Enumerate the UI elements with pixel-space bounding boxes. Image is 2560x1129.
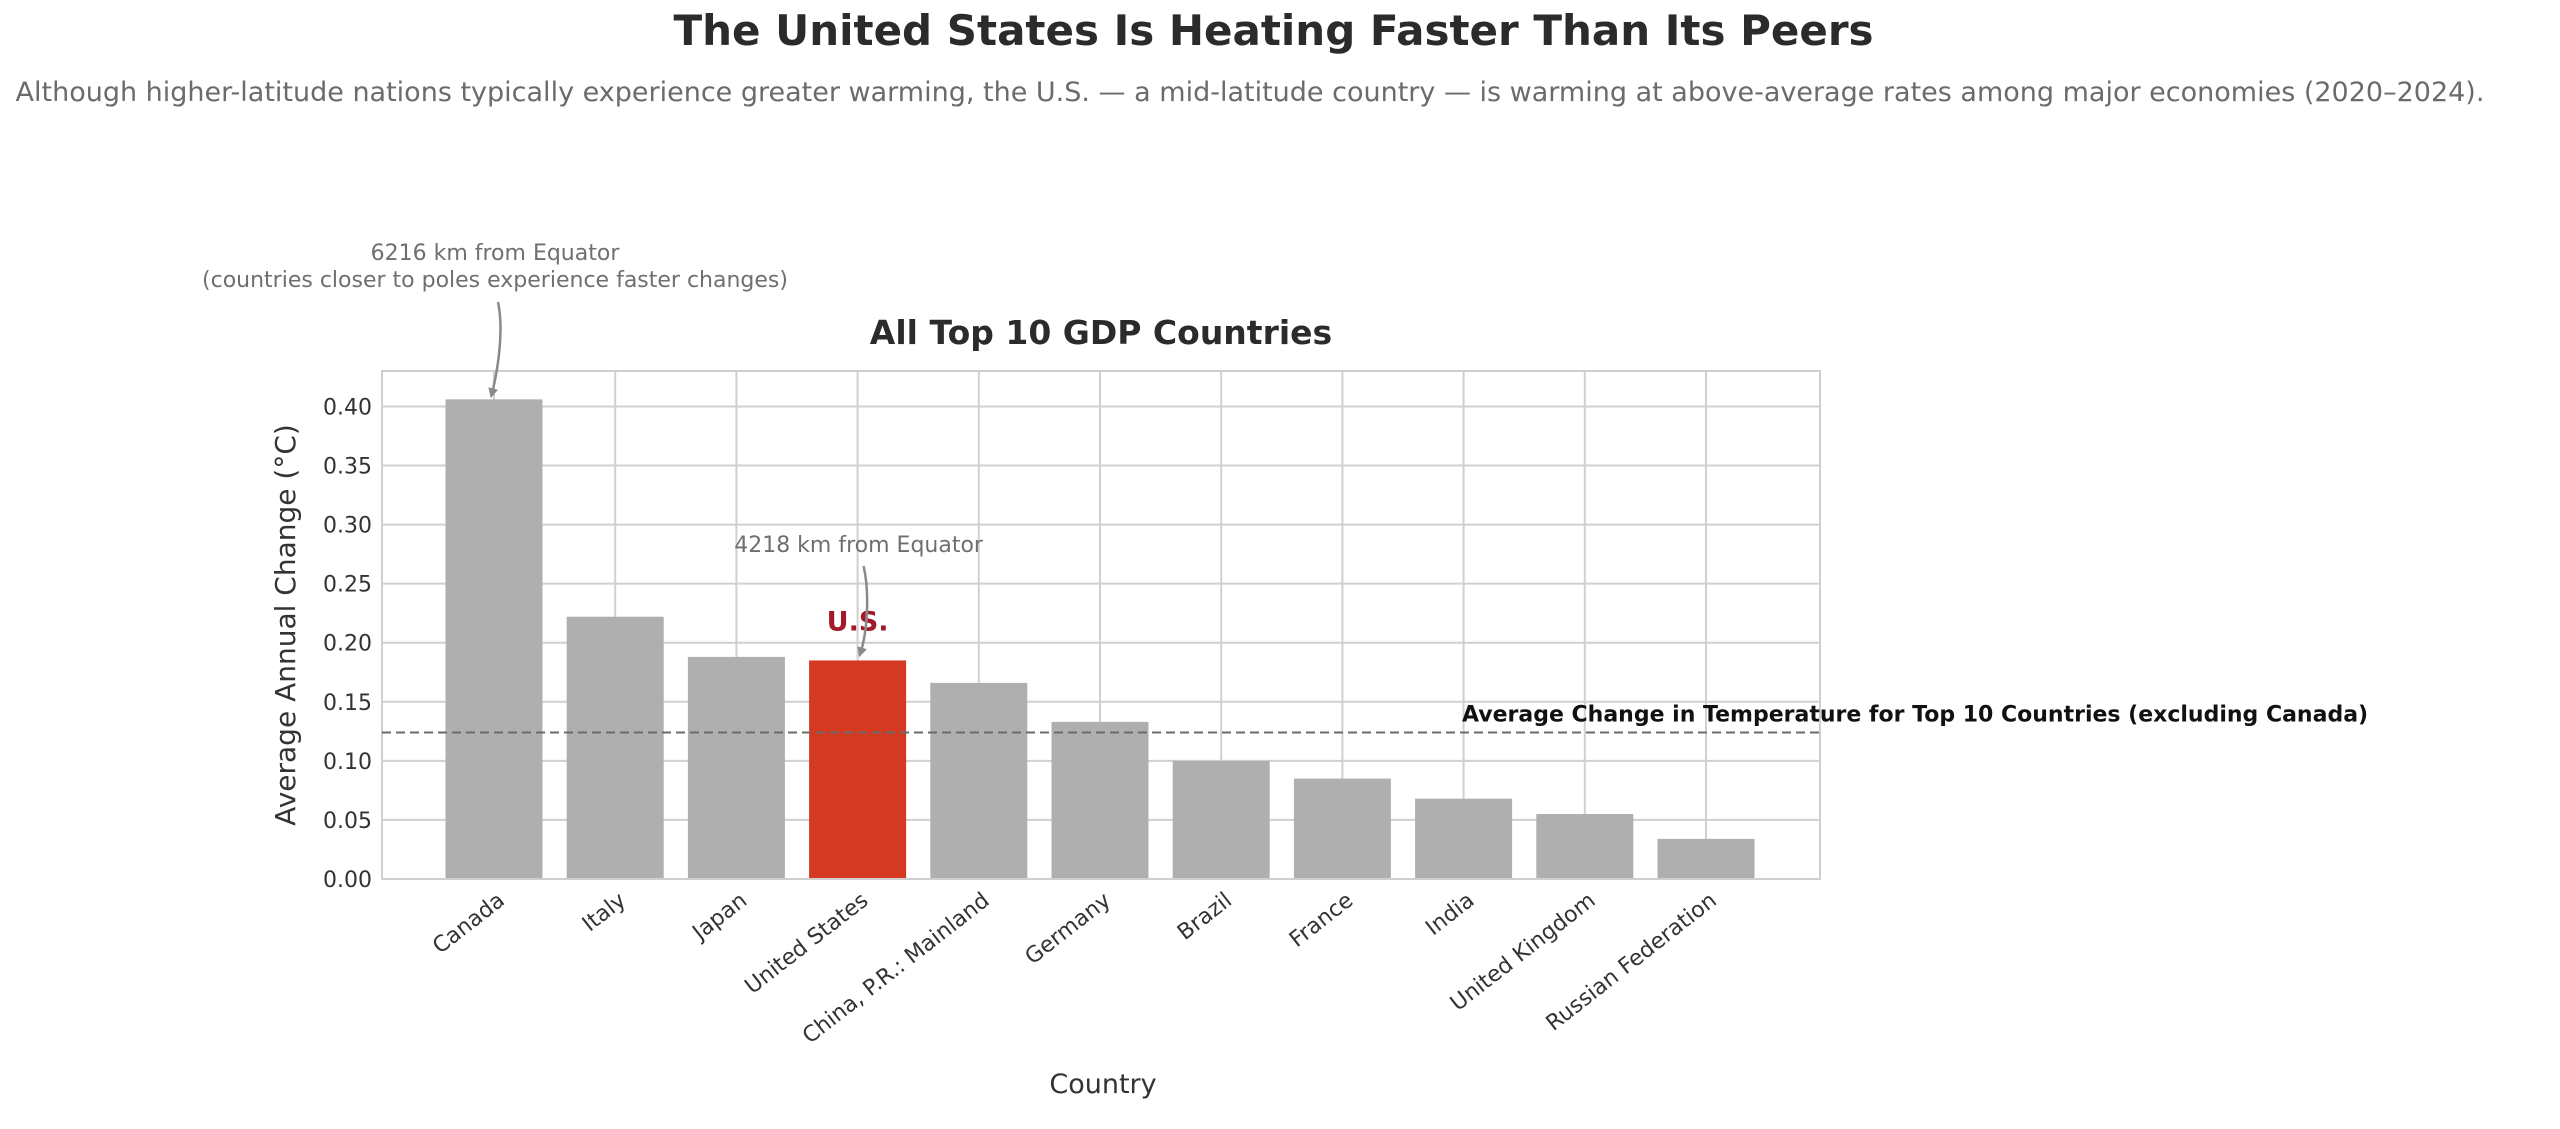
page-title: The United States Is Heating Faster Than… — [673, 6, 1874, 55]
x-tick-label: Brazil — [1173, 888, 1237, 946]
page-subtitle: Although higher-latitude nations typical… — [15, 77, 2485, 108]
y-tick-label: 0.25 — [323, 573, 372, 598]
bar-layer — [445, 399, 1755, 879]
reference-line-label: Average Change in Temperature for Top 10… — [1462, 703, 2368, 728]
x-tick-label: India — [1421, 888, 1479, 941]
highlight-label: U.S. — [827, 606, 889, 637]
bar — [1536, 814, 1634, 879]
y-axis-label: Average Annual Change (°C) — [269, 424, 302, 826]
bar — [687, 656, 785, 879]
bar — [1415, 798, 1513, 879]
y-tick-label: 0.35 — [323, 455, 372, 480]
annotation-arrow — [488, 301, 502, 399]
x-tick-label: Japan — [687, 888, 752, 947]
x-tick-label: Canada — [428, 888, 509, 959]
annotation-text: 6216 km from Equator — [371, 241, 621, 266]
y-tick-label: 0.05 — [323, 809, 372, 834]
x-tick-label: United States — [741, 888, 874, 999]
bar-highlight — [809, 660, 907, 879]
annotation-text: 4218 km from Equator — [734, 533, 984, 558]
bar — [445, 399, 543, 879]
bar — [1172, 760, 1270, 879]
bar — [930, 682, 1028, 879]
plot-frame — [381, 370, 1821, 880]
bar — [1051, 721, 1149, 879]
x-tick-label: France — [1285, 888, 1358, 953]
y-tick-label: 0.15 — [323, 691, 372, 716]
bar — [1657, 838, 1755, 879]
y-tick-label: 0.30 — [323, 514, 372, 539]
y-tick-label: 0.40 — [323, 395, 372, 420]
y-tick-label: 0.20 — [323, 632, 372, 657]
x-tick-label: Italy — [578, 888, 631, 937]
x-tick-label: Germany — [1021, 888, 1116, 970]
y-tick-label: 0.00 — [323, 868, 372, 893]
annotation-layer: U.S. 6216 km from Equator(countries close… — [202, 241, 984, 658]
reference-line-layer: Average Change in Temperature for Top 10… — [382, 703, 2368, 734]
annotation-text: (countries closer to poles experience fa… — [202, 268, 788, 293]
y-tick-label: 0.10 — [323, 750, 372, 775]
annotation-arrow — [857, 565, 869, 658]
chart-title: All Top 10 GDP Countries — [870, 313, 1332, 352]
bar — [566, 616, 664, 879]
x-axis-label: Country — [1049, 1069, 1156, 1100]
bar — [1293, 778, 1391, 879]
